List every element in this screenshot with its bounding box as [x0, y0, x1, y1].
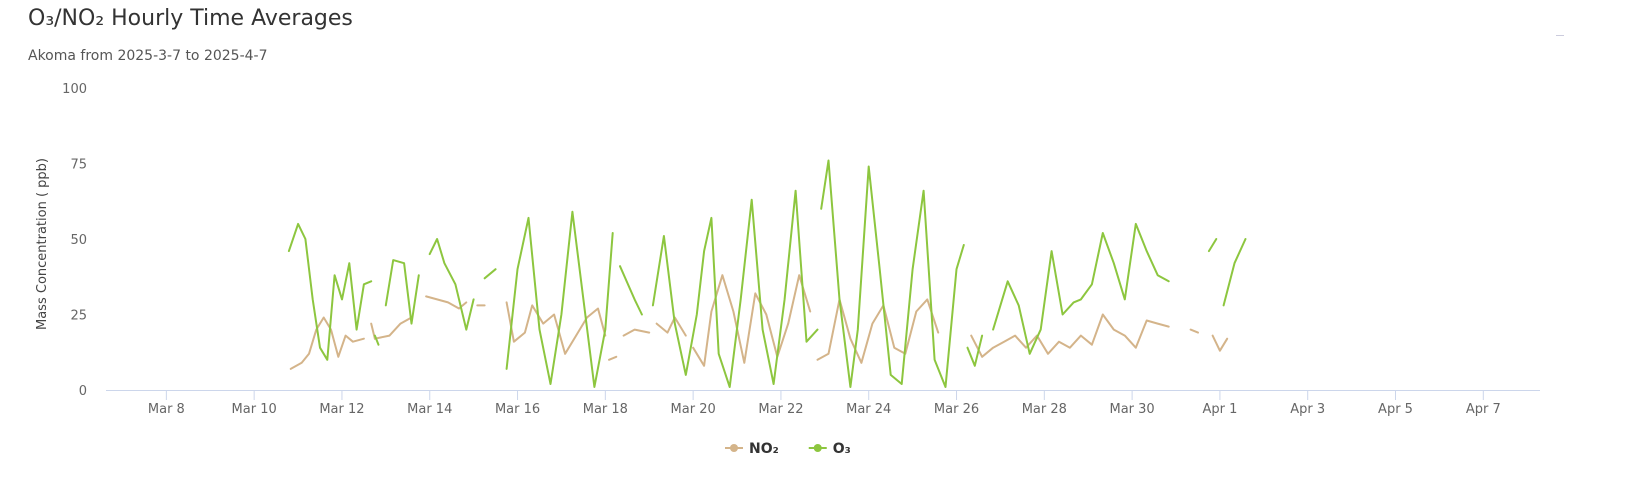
series-line-segment	[287, 222, 373, 361]
legend[interactable]: NO₂ O₃	[725, 441, 851, 457]
series-line-segment	[373, 334, 380, 346]
series-line-segment	[505, 301, 607, 355]
x-tick-label: Mar 12	[319, 402, 364, 417]
chart-title: O₃/NO₂ Hourly Time Averages	[28, 6, 353, 31]
y-tick-label: 50	[70, 233, 87, 248]
x-tick-label: Apr 3	[1290, 402, 1325, 417]
x-tick-label: Apr 7	[1466, 402, 1501, 417]
series-no2[interactable]	[289, 274, 1229, 370]
series-line-segment	[820, 159, 965, 388]
series-line-segment	[655, 316, 687, 337]
x-tick-label: Mar 10	[232, 402, 277, 417]
x-tick-label: Mar 18	[583, 402, 628, 417]
legend-symbol-marker	[813, 444, 822, 452]
y-tick-label: 25	[70, 309, 87, 324]
export-menu-handle[interactable]	[1556, 35, 1564, 36]
x-tick-label: Mar 16	[495, 402, 540, 417]
series-line-segment	[619, 265, 643, 316]
x-tick-label: Mar 14	[407, 402, 452, 417]
series-line-segment	[622, 328, 651, 337]
chart-subtitle: Akoma from 2025-3-7 to 2025-4-7	[28, 48, 268, 64]
x-tick-label: Mar 30	[1110, 402, 1155, 417]
legend-label: O₃	[833, 441, 851, 457]
y-axis: 0 25 50 75 100	[62, 82, 87, 399]
legend-label: NO₂	[749, 441, 779, 457]
series-line-segment	[289, 316, 365, 370]
series-line-segment	[608, 355, 618, 361]
x-tick-label: Apr 5	[1378, 402, 1413, 417]
series-line-segment	[692, 274, 812, 367]
series-line-segment	[384, 259, 420, 325]
y-tick-label: 0	[79, 384, 87, 399]
series-line-segment	[651, 189, 819, 388]
series-lines[interactable]	[287, 159, 1247, 388]
x-tick-label: Apr 1	[1202, 402, 1237, 417]
series-line-segment	[1211, 334, 1229, 352]
series-line-segment	[1189, 328, 1199, 334]
y-axis-title: Mass Concentration ( ppb)	[35, 158, 50, 330]
x-tick-label: Mar 24	[846, 402, 891, 417]
series-line-segment	[816, 298, 940, 364]
x-tick-label: Mar 26	[934, 402, 979, 417]
legend-symbol-marker	[730, 444, 738, 452]
y-tick-label: 100	[62, 82, 87, 97]
series-line-segment	[373, 316, 413, 340]
x-axis: Mar 8 Mar 10 Mar 12 Mar 14 Mar 16 Mar 18 Mar 2…	[106, 390, 1540, 417]
series-o3[interactable]	[287, 159, 1247, 388]
series-line-segment	[992, 222, 1170, 355]
series-line-segment	[1207, 238, 1218, 253]
legend-item-o3[interactable]: O₃	[808, 441, 851, 457]
series-line-segment	[970, 313, 1170, 358]
legend-item-no2[interactable]: NO₂	[725, 441, 779, 457]
series-line-segment	[428, 238, 475, 331]
series-line-segment	[505, 210, 614, 388]
x-tick-label: Mar 8	[148, 402, 185, 417]
y-tick-label: 75	[70, 158, 87, 173]
series-line-segment	[483, 268, 497, 280]
y-axis-title-group: Mass Concentration ( ppb)	[35, 158, 50, 330]
series-line-segment	[966, 334, 984, 367]
x-tick-label: Mar 28	[1022, 402, 1067, 417]
x-tick-label: Mar 22	[758, 402, 803, 417]
x-tick-label: Mar 20	[671, 402, 716, 417]
series-line-segment	[1222, 238, 1247, 307]
